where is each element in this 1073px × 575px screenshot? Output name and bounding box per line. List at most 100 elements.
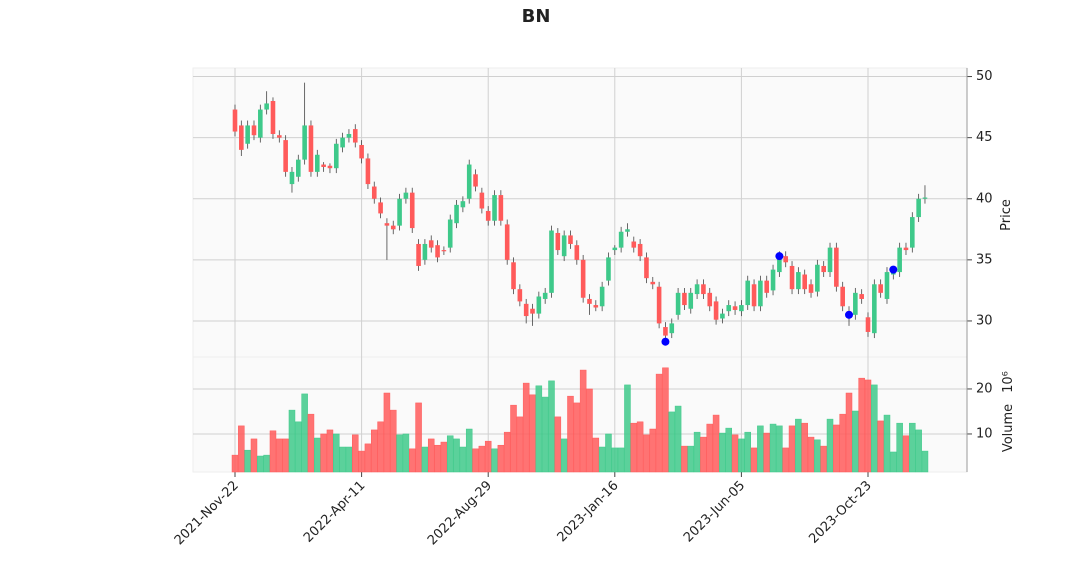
candle-body bbox=[416, 243, 421, 266]
volume-bar bbox=[833, 424, 840, 473]
candle-body bbox=[473, 174, 478, 187]
candle-body bbox=[371, 186, 377, 199]
candle-body bbox=[745, 280, 751, 306]
volume-bar bbox=[630, 422, 638, 473]
volume-bar bbox=[655, 373, 663, 473]
candle-body bbox=[466, 164, 472, 199]
candle-body bbox=[922, 197, 928, 199]
candle-body bbox=[530, 308, 535, 314]
candle-body bbox=[397, 198, 402, 226]
candle-body bbox=[751, 284, 757, 307]
candle-body bbox=[701, 284, 706, 295]
candle-body bbox=[492, 195, 497, 221]
volume-bar bbox=[301, 393, 308, 473]
volume-bar bbox=[472, 448, 479, 473]
candle-body bbox=[555, 232, 561, 251]
candle-body bbox=[599, 286, 605, 307]
volume-bar bbox=[693, 431, 701, 473]
volume-bar bbox=[611, 447, 619, 473]
candle-body bbox=[713, 301, 719, 320]
volume-bar bbox=[839, 413, 846, 473]
volume-bar bbox=[371, 429, 378, 473]
y-tick-label: 40 bbox=[976, 191, 993, 206]
candle-body bbox=[447, 219, 453, 248]
volume-bar bbox=[769, 423, 777, 473]
candle-body bbox=[314, 154, 320, 172]
candle-body bbox=[251, 125, 257, 136]
volume-bar bbox=[333, 433, 340, 473]
volume-bar bbox=[776, 425, 783, 473]
volume-bar bbox=[307, 413, 315, 473]
candle-body bbox=[568, 235, 573, 244]
candle-body bbox=[346, 133, 352, 138]
candle-body bbox=[264, 103, 269, 110]
candle-body bbox=[422, 243, 428, 260]
candle-body bbox=[650, 281, 656, 285]
candle-body bbox=[277, 135, 282, 138]
volume-bar bbox=[782, 447, 789, 473]
candle-body bbox=[479, 192, 485, 209]
marker bbox=[661, 337, 670, 346]
volume-bar bbox=[503, 431, 511, 473]
candle-body bbox=[270, 100, 276, 134]
volume-bar bbox=[250, 438, 258, 473]
candle-body bbox=[258, 109, 263, 138]
candle-body bbox=[853, 292, 858, 315]
marker bbox=[889, 265, 898, 274]
volume-bar bbox=[276, 438, 283, 473]
candle-body bbox=[561, 235, 567, 257]
volume-bar bbox=[687, 445, 695, 473]
volume-bar bbox=[459, 446, 467, 473]
candle-body bbox=[821, 265, 826, 273]
volume-bar bbox=[358, 450, 365, 473]
volume-bar bbox=[288, 409, 296, 473]
volume-bar bbox=[706, 423, 713, 473]
volume-bar bbox=[909, 422, 916, 473]
candle-body bbox=[485, 210, 491, 221]
y2-axis-label: Volume bbox=[1001, 404, 1016, 452]
candle-body bbox=[384, 223, 390, 226]
candle-body bbox=[441, 250, 447, 252]
volume-bar bbox=[807, 436, 815, 473]
candle-body bbox=[764, 280, 770, 293]
candle-body bbox=[245, 125, 250, 144]
volume-bar bbox=[586, 388, 593, 473]
candle-body bbox=[498, 195, 504, 221]
candle-body bbox=[321, 164, 326, 167]
volume-bar bbox=[320, 433, 327, 473]
candle-body bbox=[511, 262, 516, 290]
candle-body bbox=[428, 240, 434, 248]
volume-bar bbox=[314, 437, 321, 473]
candle-body bbox=[517, 289, 523, 302]
volume-bar bbox=[415, 402, 422, 473]
volume-bar bbox=[845, 392, 853, 473]
candle-body bbox=[916, 198, 921, 218]
candle-body bbox=[656, 286, 662, 324]
volume-bar bbox=[890, 451, 897, 473]
candle-body bbox=[796, 272, 801, 290]
volume-bar bbox=[396, 434, 403, 473]
volume-bar bbox=[383, 392, 391, 473]
volume-bar bbox=[510, 404, 517, 473]
volume-bar bbox=[788, 425, 796, 473]
volume-bar bbox=[231, 454, 239, 473]
candle-body bbox=[694, 284, 700, 295]
candle-body bbox=[707, 292, 713, 307]
volume-bar bbox=[548, 380, 555, 473]
volume-bar bbox=[529, 394, 536, 473]
candle-body bbox=[903, 247, 909, 251]
volume-bar bbox=[674, 405, 682, 473]
candle-body bbox=[910, 217, 915, 248]
candle-body bbox=[663, 327, 668, 336]
volume-bar bbox=[478, 445, 486, 473]
volume-bar bbox=[282, 438, 289, 473]
volume-bar bbox=[567, 395, 574, 473]
x-tick-label: 2023-Jan-16 bbox=[555, 478, 622, 545]
volume-bar bbox=[668, 411, 676, 473]
volume-bar bbox=[269, 430, 277, 473]
volume-bar bbox=[402, 433, 410, 473]
candle-body bbox=[587, 298, 592, 304]
candle-body bbox=[454, 204, 459, 224]
candle-body bbox=[580, 259, 586, 298]
